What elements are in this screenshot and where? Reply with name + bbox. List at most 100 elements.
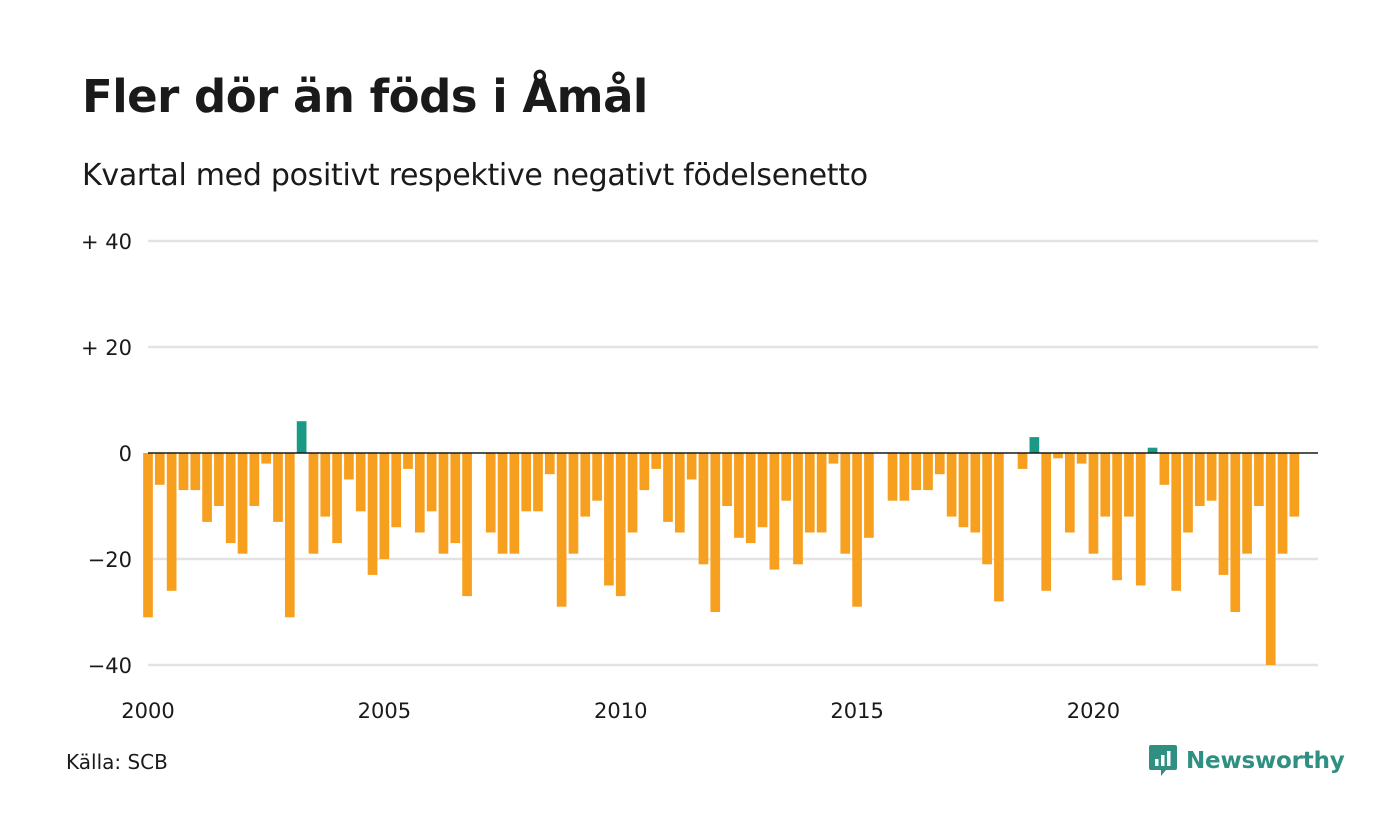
bar-negative xyxy=(840,453,851,554)
bar-negative xyxy=(934,453,945,475)
bar-negative xyxy=(911,453,922,491)
bar-negative xyxy=(367,453,378,575)
bar-negative xyxy=(1064,453,1075,533)
bar-negative xyxy=(1254,453,1264,506)
bar-negative xyxy=(615,453,626,597)
bar-negative xyxy=(1242,453,1252,554)
bar-negative xyxy=(462,453,472,597)
bar-negative xyxy=(379,453,390,559)
bar-negative xyxy=(1088,453,1099,554)
x-tick-label: 2015 xyxy=(830,699,883,723)
bar-negative xyxy=(651,453,662,469)
x-tick-label: 2005 xyxy=(358,699,411,723)
bar-negative xyxy=(237,453,248,554)
bar-negative xyxy=(1289,453,1300,517)
bar-negative xyxy=(438,453,449,554)
bar-negative xyxy=(178,453,189,491)
bar-negative xyxy=(391,453,402,528)
y-tick-label: −40 xyxy=(88,654,132,678)
bar-negative xyxy=(355,453,366,512)
bar-negative xyxy=(332,453,342,544)
bar-negative xyxy=(923,453,933,491)
bar-negative xyxy=(166,453,177,591)
bar-negative xyxy=(533,453,543,512)
bar-negative xyxy=(414,453,425,533)
bar-negative xyxy=(202,453,212,522)
bar-negative xyxy=(1100,453,1111,517)
bar-negative xyxy=(769,453,780,570)
bar-negative xyxy=(249,453,260,506)
source-note: Källa: SCB xyxy=(66,750,168,774)
bar-positive xyxy=(1029,437,1040,453)
bar-negative xyxy=(143,453,153,618)
x-tick-label: 2000 xyxy=(121,699,174,723)
bar-negative xyxy=(308,453,319,554)
bar-negative xyxy=(663,453,673,522)
bar-negative xyxy=(1230,453,1241,612)
chart-subtitle: Kvartal med positivt respektive negativt… xyxy=(82,158,868,193)
bar-negative xyxy=(426,453,437,512)
bar-negative xyxy=(592,453,602,501)
bar-negative xyxy=(958,453,969,528)
bar-negative xyxy=(864,453,874,538)
bar-negative xyxy=(1017,453,1028,469)
newsworthy-icon xyxy=(1149,745,1177,776)
bar-negative xyxy=(214,453,224,506)
bar-negative xyxy=(1171,453,1182,591)
bar-negative xyxy=(828,453,839,464)
bar-negative xyxy=(887,453,898,501)
bar-negative xyxy=(344,453,354,480)
bar-negative xyxy=(1183,453,1193,533)
bar-negative xyxy=(154,453,165,485)
bar-negative xyxy=(946,453,957,517)
bar-negative xyxy=(190,453,201,491)
bar-negative xyxy=(403,453,413,469)
bar-negative xyxy=(698,453,709,565)
bar-negative xyxy=(852,453,862,607)
bars xyxy=(143,421,1300,665)
bar-negative xyxy=(544,453,555,475)
bar-negative xyxy=(485,453,496,533)
y-tick-label: 0 xyxy=(119,442,132,466)
bar-negative xyxy=(1206,453,1217,501)
bar-negative xyxy=(757,453,768,528)
bar-negative xyxy=(1194,453,1205,506)
brand-name: Newsworthy xyxy=(1186,748,1345,774)
bar-negative xyxy=(1112,453,1122,581)
bar-negative xyxy=(1265,453,1276,665)
bar-negative xyxy=(816,453,827,533)
bar-negative xyxy=(1135,453,1146,586)
x-axis: 2000 2005 2010 2015 2020 xyxy=(121,699,1120,723)
bar-negative xyxy=(970,453,981,533)
bar-negative xyxy=(284,453,295,618)
bar-negative xyxy=(899,453,910,501)
x-tick-label: 2010 xyxy=(594,699,647,723)
bar-negative xyxy=(734,453,744,538)
bar-negative xyxy=(521,453,532,512)
bar-negative xyxy=(1277,453,1288,554)
y-tick-label: + 20 xyxy=(81,336,132,360)
bar-positive xyxy=(1147,447,1158,453)
gridlines xyxy=(148,239,1318,667)
bar-negative xyxy=(1124,453,1134,517)
bar-negative xyxy=(1053,453,1063,459)
y-axis: + 40 + 20 0 −20 −40 xyxy=(81,230,132,678)
bar-negative xyxy=(225,453,236,544)
chart-title: Fler dör än föds i Åmål xyxy=(82,70,648,123)
bar-negative xyxy=(1076,453,1087,464)
bar-negative xyxy=(781,453,792,501)
bar-negative xyxy=(674,453,685,533)
bar-negative xyxy=(627,453,638,533)
bar-negative xyxy=(1218,453,1229,575)
x-tick-label: 2020 xyxy=(1067,699,1120,723)
bar-negative xyxy=(745,453,756,544)
bar-negative xyxy=(450,453,461,544)
bar-negative xyxy=(722,453,732,506)
bar-negative xyxy=(509,453,520,554)
bar-negative xyxy=(793,453,803,565)
bar-negative xyxy=(639,453,650,491)
bar-negative xyxy=(804,453,815,533)
bar-negative xyxy=(604,453,614,586)
bar-negative xyxy=(710,453,721,612)
